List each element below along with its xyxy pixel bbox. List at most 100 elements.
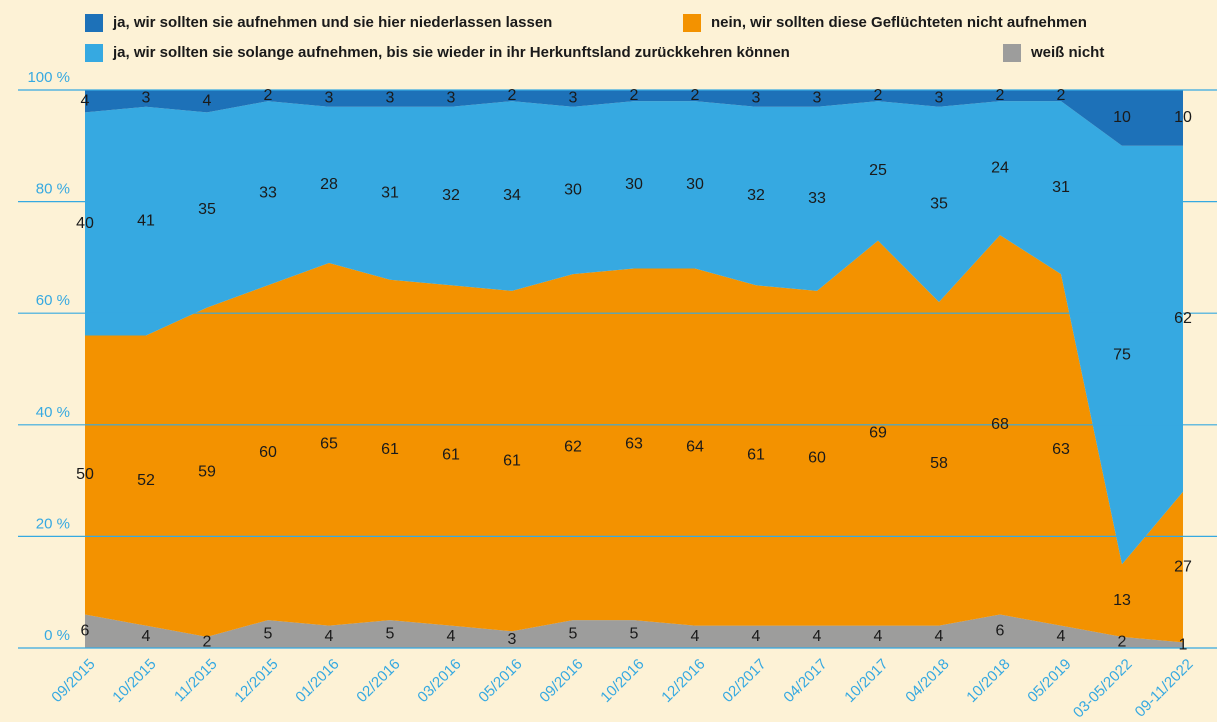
value-label: 5 [569,625,578,642]
value-label: 3 [325,90,334,107]
value-label: 61 [503,452,521,469]
value-label: 27 [1174,558,1192,575]
value-label: 32 [747,187,765,204]
x-tick-label: 05/2019 [1024,656,1074,706]
area [85,101,1183,565]
y-tick-label: 40 % [36,404,70,421]
x-tick-label: 10/2016 [597,656,647,706]
value-label: 30 [564,182,582,199]
value-label: 25 [869,162,887,179]
value-label: 33 [808,190,826,207]
value-label: 30 [625,176,643,193]
value-label: 61 [442,447,460,464]
value-label: 3 [508,631,517,648]
legend-label: ja, wir sollten sie solange aufnehmen, b… [112,44,790,61]
value-label: 2 [508,87,517,104]
value-label: 69 [869,424,887,441]
value-label: 4 [447,628,456,645]
value-label: 4 [81,92,90,109]
value-label: 63 [1052,441,1070,458]
value-label: 61 [381,441,399,458]
x-tick-label: 01/2016 [292,656,342,706]
value-label: 13 [1113,592,1131,609]
value-label: 62 [564,438,582,455]
value-label: 28 [320,176,338,193]
legend-swatch [85,44,103,62]
value-label: 6 [996,622,1005,639]
value-label: 2 [264,87,273,104]
area [85,614,1183,648]
value-label: 50 [76,466,94,483]
x-tick-label: 09/2015 [48,656,98,706]
value-label: 68 [991,416,1009,433]
value-label: 4 [935,628,944,645]
x-tick-label: 03-05/2022 [1070,656,1136,722]
value-label: 62 [1174,310,1192,327]
x-tick-label: 09-11/2022 [1132,656,1197,721]
value-label: 65 [320,436,338,453]
value-label: 5 [630,625,639,642]
value-label: 2 [203,634,212,651]
x-tick-label: 03/2016 [414,656,464,706]
value-label: 58 [930,455,948,472]
value-label: 4 [691,628,700,645]
value-label: 31 [1052,179,1070,196]
value-label: 5 [386,625,395,642]
x-tick-label: 12/2016 [658,656,708,706]
value-label: 35 [198,201,216,218]
value-label: 63 [625,436,643,453]
x-tick-label: 02/2016 [353,656,403,706]
value-label: 1 [1179,636,1188,653]
value-label: 59 [198,463,216,480]
value-label: 61 [747,447,765,464]
y-tick-label: 20 % [36,515,70,532]
value-label: 30 [686,176,704,193]
value-label: 3 [386,90,395,107]
value-label: 3 [569,90,578,107]
value-label: 4 [203,92,212,109]
value-label: 4 [813,628,822,645]
y-tick-label: 80 % [36,181,70,198]
value-label: 64 [686,438,704,455]
x-tick-label: 12/2015 [231,656,281,706]
x-tick-label: 10/2018 [963,656,1013,706]
x-tick-label: 02/2017 [719,656,769,706]
value-label: 10 [1113,109,1131,126]
value-label: 4 [325,628,334,645]
legend-swatch [683,14,701,32]
value-label: 2 [691,87,700,104]
x-tick-label: 11/2015 [171,656,221,706]
value-label: 40 [76,215,94,232]
legend-label: ja, wir sollten sie aufnehmen und sie hi… [112,14,552,31]
x-tick-label: 09/2016 [536,656,586,706]
value-label: 3 [813,90,822,107]
x-tick-label: 05/2016 [475,656,525,706]
value-label: 4 [752,628,761,645]
value-label: 3 [935,90,944,107]
value-label: 2 [630,87,639,104]
value-label: 3 [142,90,151,107]
value-label: 5 [264,625,273,642]
value-label: 32 [442,187,460,204]
value-label: 4 [142,628,151,645]
area [85,90,1183,146]
legend-label: weiß nicht [1030,44,1104,61]
value-label: 34 [503,187,521,204]
value-label: 2 [1118,634,1127,651]
value-label: 60 [259,444,277,461]
value-label: 75 [1113,346,1131,363]
value-label: 24 [991,159,1009,176]
x-tick-label: 04/2018 [902,656,952,706]
value-label: 2 [996,87,1005,104]
y-tick-label: 100 % [27,69,70,86]
value-label: 2 [1057,87,1066,104]
legend-label: nein, wir sollten diese Geflüchteten nic… [711,14,1087,31]
y-tick-label: 60 % [36,292,70,309]
x-tick-label: 10/2015 [109,656,159,706]
value-label: 6 [81,622,90,639]
value-label: 31 [381,184,399,201]
legend-swatch [1003,44,1021,62]
value-label: 35 [930,196,948,213]
value-label: 60 [808,449,826,466]
